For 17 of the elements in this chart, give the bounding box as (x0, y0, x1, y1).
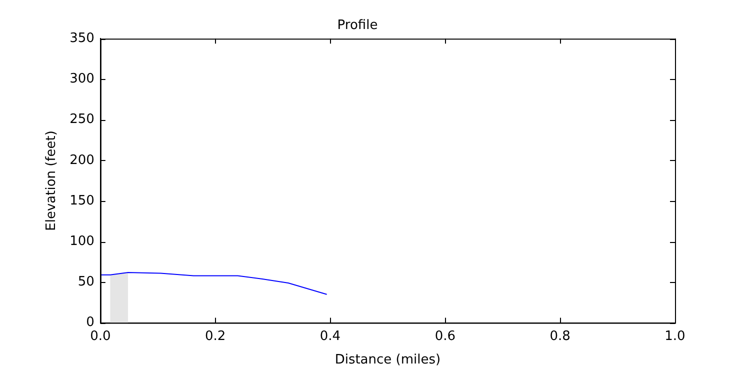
y-tick-label: 350 (70, 30, 94, 46)
x-axis-title: Distance (miles) (334, 352, 441, 368)
y-tick-label: 250 (70, 112, 94, 128)
y-axis-title: Elevation (feet) (44, 130, 60, 231)
x-tick-label: 0.4 (320, 328, 341, 344)
x-tick-label: 0.6 (434, 328, 456, 344)
x-tick-label: 1.0 (664, 328, 686, 344)
y-tick-label: 300 (70, 72, 94, 87)
x-tick-label: 0.8 (550, 328, 570, 344)
y-tick-label: 100 (70, 234, 94, 249)
y-tick-label: 150 (70, 193, 94, 208)
y-tick-label: 0 (86, 315, 94, 330)
x-tick-label: 0.2 (204, 328, 226, 344)
y-tick-label: 200 (70, 152, 94, 168)
chart-title: Profile (337, 18, 378, 34)
y-tick-label: 50 (78, 274, 94, 290)
x-tick-label: 0.0 (90, 328, 111, 344)
